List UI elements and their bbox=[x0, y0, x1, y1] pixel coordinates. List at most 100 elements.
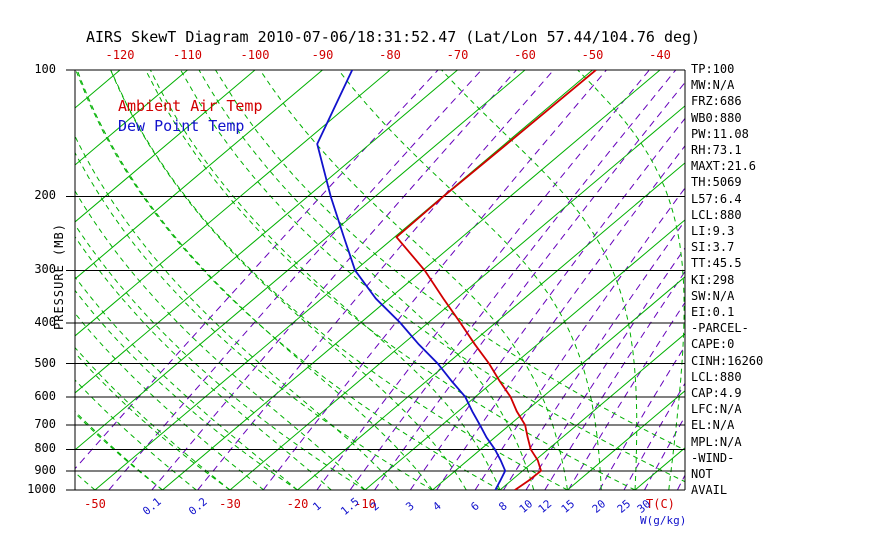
stats-line: TT:45.5 bbox=[691, 256, 742, 271]
isotherm-line bbox=[75, 70, 391, 337]
stats-line: MPL:N/A bbox=[691, 434, 742, 449]
stats-line: NOT bbox=[691, 467, 713, 482]
sounding-curves bbox=[316, 70, 597, 490]
bottom-temp-tick-label: -30 bbox=[219, 497, 241, 511]
isotherm-line bbox=[75, 70, 256, 223]
dry-adiabat-line bbox=[145, 70, 636, 490]
stats-line: CINH:16260 bbox=[691, 353, 764, 368]
pressure-tick-label: 1000 bbox=[27, 482, 56, 496]
chart-title: AIRS SkewT Diagram 2010-07-06/18:31:52.4… bbox=[86, 28, 701, 46]
pressure-tick-label: 500 bbox=[34, 355, 56, 370]
top-temp-tick-label: -100 bbox=[240, 48, 270, 62]
dry-adiabat-line bbox=[75, 223, 366, 490]
stats-line: WB0:880 bbox=[691, 110, 742, 125]
mixing-ratio-line bbox=[349, 70, 677, 490]
mixing-ratio-line bbox=[151, 70, 517, 490]
isotherm-line bbox=[75, 70, 323, 280]
mixing-ratio-line bbox=[436, 145, 685, 490]
stats-line: LFC:N/A bbox=[691, 402, 742, 417]
mixing-ratio-line bbox=[544, 270, 685, 490]
isotherm-line bbox=[75, 70, 458, 394]
legend-dew-point-temp: Dew Point Temp bbox=[118, 117, 245, 135]
isotherm-line bbox=[297, 162, 685, 490]
moist-adiabat-line bbox=[76, 70, 433, 490]
moist-adiabat-line bbox=[577, 70, 685, 490]
mixing-ratio-line bbox=[197, 70, 554, 490]
bottom-temp-tick-label: -20 bbox=[286, 497, 309, 511]
top-temp-tick-label: -70 bbox=[446, 48, 469, 62]
stats-line: TP:100 bbox=[691, 62, 735, 76]
ambient-temp-curve bbox=[395, 70, 597, 490]
pressure-tick-label: 800 bbox=[34, 441, 56, 456]
mixing-ratio-line bbox=[598, 345, 685, 490]
mixing-ratio-line bbox=[108, 70, 482, 490]
stats-line: RH:73.1 bbox=[691, 143, 742, 158]
moist-adiabat-line bbox=[75, 312, 265, 490]
bottom-temp-tick-label: -10 bbox=[354, 497, 376, 511]
dry-adiabat-line bbox=[180, 70, 685, 483]
stats-line: EL:N/A bbox=[691, 418, 735, 433]
bottom-temp-tick-label: -50 bbox=[84, 497, 106, 511]
mixing-ratio-line bbox=[262, 70, 607, 490]
moist-adiabat-line bbox=[198, 70, 535, 490]
stats-line: LCL:880 bbox=[691, 369, 742, 384]
pressure-tick-label: 100 bbox=[34, 62, 56, 76]
top-temp-tick-label: -110 bbox=[173, 48, 202, 62]
moist-adiabat-line bbox=[75, 190, 366, 490]
stats-line: -WIND- bbox=[691, 450, 735, 465]
dry-adiabat-line bbox=[215, 70, 685, 451]
stats-line: LCL:880 bbox=[691, 207, 742, 222]
isotherm-line bbox=[364, 219, 685, 490]
moist-adiabat-line bbox=[441, 70, 638, 490]
pressure-tick-label: 700 bbox=[34, 416, 56, 431]
stats-line: L57:6.4 bbox=[691, 191, 742, 206]
moist-adiabat-line bbox=[75, 135, 400, 490]
dew-point-curve bbox=[316, 70, 507, 490]
isotherm-line bbox=[432, 276, 685, 490]
mixing-ratio-line bbox=[75, 70, 439, 470]
mixing-ratio-line bbox=[474, 187, 685, 490]
mixing-ratio-line bbox=[374, 81, 685, 490]
stats-line: FRZ:686 bbox=[691, 94, 742, 109]
stats-line: CAPE:0 bbox=[691, 337, 735, 352]
isotherm-line bbox=[229, 105, 685, 490]
stats-line: MAXT:21.6 bbox=[691, 159, 757, 174]
mixing-ratio-line bbox=[409, 117, 685, 490]
stats-line: SI:3.7 bbox=[691, 240, 735, 255]
moist-adiabat-line bbox=[75, 346, 231, 490]
mixing-ratio-line bbox=[525, 247, 685, 490]
stats-line: SW:N/A bbox=[691, 288, 735, 303]
top-temp-tick-label: -80 bbox=[379, 48, 401, 62]
axes-frame bbox=[66, 69, 686, 491]
moist-adiabat-line bbox=[259, 70, 568, 490]
dry-adiabat-line bbox=[75, 151, 433, 490]
pressure-tick-label: 200 bbox=[34, 188, 56, 203]
stats-line: -PARCEL- bbox=[691, 321, 749, 336]
moist-adiabat-line bbox=[149, 70, 501, 490]
stats-line: MW:N/A bbox=[691, 78, 735, 93]
pressure-tick-label: 900 bbox=[34, 462, 56, 477]
moist-adiabat-line bbox=[75, 276, 298, 490]
isotherm-line bbox=[75, 70, 188, 166]
dry-adiabat-line bbox=[75, 352, 231, 490]
temp-unit-label: T(C) bbox=[646, 497, 675, 511]
dry-adiabat-line bbox=[75, 412, 163, 490]
pressure-tick-label: 300 bbox=[34, 262, 56, 277]
top-temp-tick-label: -120 bbox=[105, 48, 135, 62]
dry-adiabat-line bbox=[75, 70, 501, 490]
mixing-ratio-line bbox=[316, 70, 650, 490]
isotherm-line bbox=[94, 70, 593, 490]
dry-adiabat-line bbox=[110, 70, 568, 490]
stats-panel: TP:100 MW:N/A FRZ:686 WB0:880 PW:11.08 RH:73.… bbox=[691, 61, 763, 498]
isotherm-line bbox=[499, 333, 685, 490]
top-temp-tick-label: -50 bbox=[581, 48, 604, 62]
isotherm-line bbox=[162, 70, 661, 490]
moist-adiabat-line bbox=[75, 410, 163, 490]
moist-adiabat-line bbox=[338, 70, 602, 490]
top-temp-tick-label: -40 bbox=[649, 48, 671, 62]
background-grid bbox=[75, 70, 685, 490]
legend-ambient-air-temp: Ambient Air Temp bbox=[118, 97, 263, 115]
stats-line: KI:298 bbox=[691, 272, 735, 287]
